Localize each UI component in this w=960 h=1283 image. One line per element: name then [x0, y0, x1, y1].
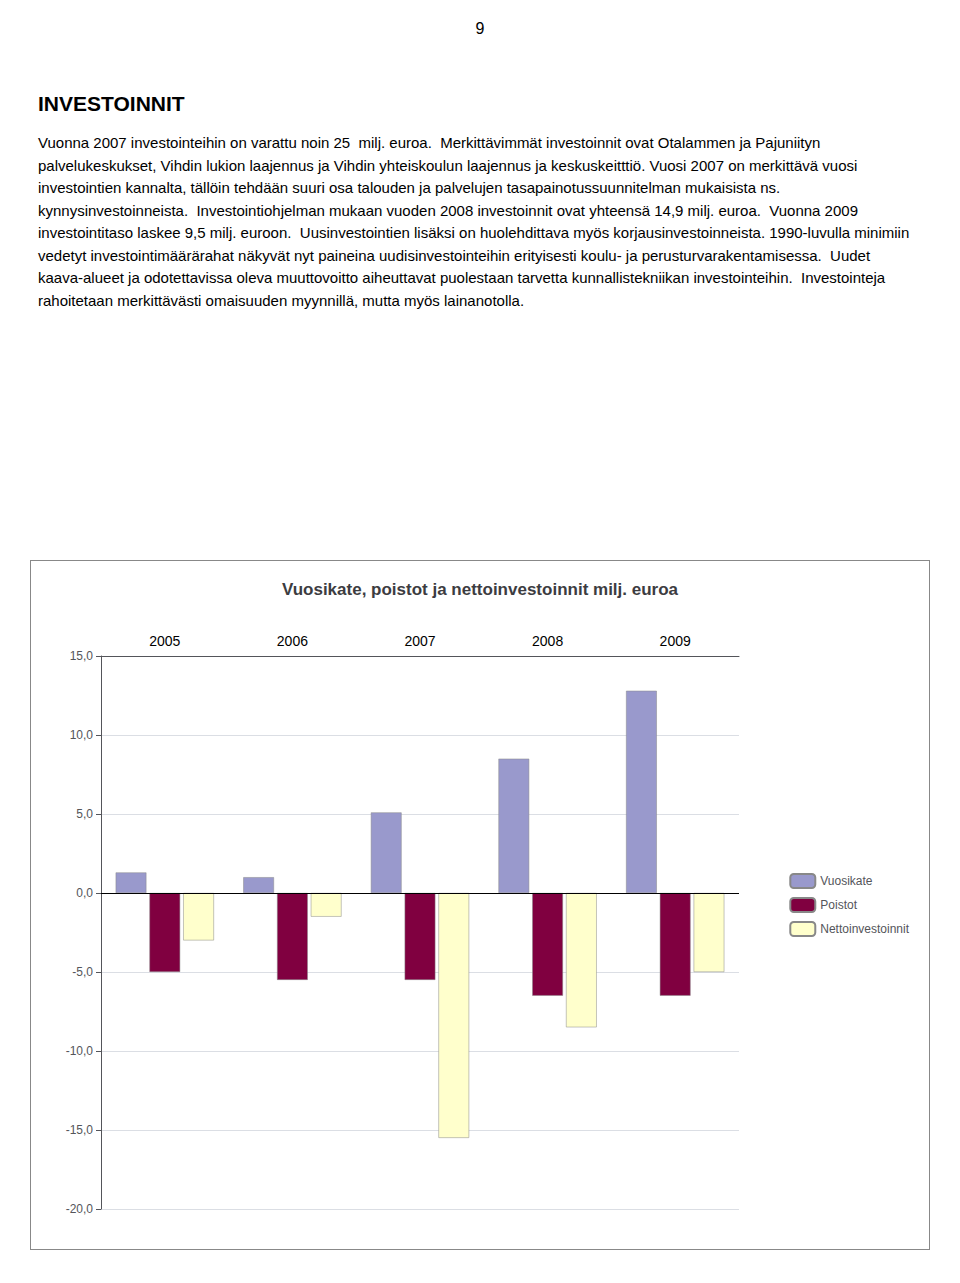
svg-text:Nettoinvestoinnit: Nettoinvestoinnit	[820, 922, 909, 936]
html-text:Vuonna 2007 investointeihin on: Vuonna 2007 investointeihin on varattu n…	[38, 134, 910, 309]
svg-text:2007: 2007	[404, 633, 435, 649]
svg-text:-5,0: -5,0	[72, 965, 93, 979]
svg-text:Poistot: Poistot	[820, 898, 857, 912]
svg-text:-20,0: -20,0	[66, 1202, 94, 1216]
svg-text:0,0: 0,0	[76, 886, 93, 900]
svg-text:2005: 2005	[149, 633, 180, 649]
svg-text:Vuosikate, poistot ja nettoinv: Vuosikate, poistot ja nettoinvestoinnit …	[282, 580, 679, 599]
svg-text:2008: 2008	[532, 633, 563, 649]
svg-text:2006: 2006	[277, 633, 308, 649]
html-text:INVESTOINNIT: INVESTOINNIT	[38, 92, 185, 115]
svg-text:10,0: 10,0	[70, 728, 94, 742]
svg-text:-15,0: -15,0	[66, 1123, 94, 1137]
svg-text:5,0: 5,0	[76, 807, 93, 821]
svg-text:15,0: 15,0	[70, 649, 94, 663]
svg-text:Vuosikate: Vuosikate	[820, 874, 873, 888]
svg-text:2009: 2009	[660, 633, 691, 649]
svg-text:-10,0: -10,0	[66, 1044, 94, 1058]
html-text:9: 9	[475, 20, 485, 37]
